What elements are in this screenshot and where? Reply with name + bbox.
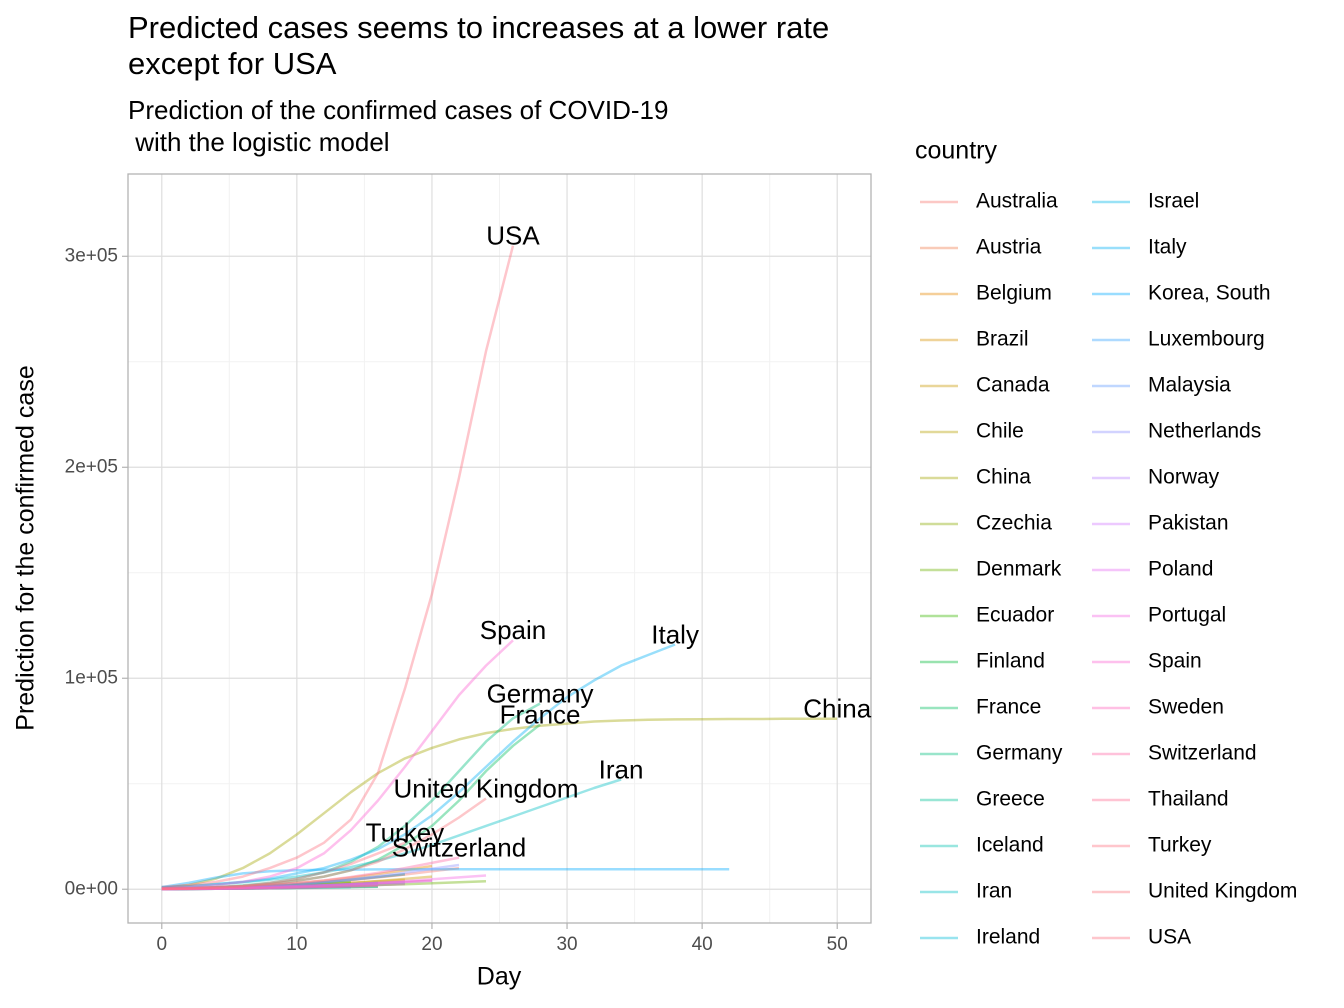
legend-label: Turkey	[1148, 834, 1212, 857]
series-line	[161, 878, 405, 891]
legend-label: Pakistan	[1148, 512, 1229, 535]
legend-label: Finland	[976, 650, 1045, 673]
series-line	[161, 717, 838, 890]
legend-label: China	[976, 466, 1031, 489]
x-tick-label: 30	[556, 934, 577, 955]
legend-label: Belgium	[976, 282, 1052, 305]
series-line	[161, 778, 622, 889]
legend-label: Portugal	[1148, 604, 1226, 627]
legend-label: Canada	[976, 374, 1050, 397]
series-line	[161, 643, 676, 889]
legend-label: Luxembourg	[1148, 328, 1265, 351]
subtitle: Prediction of the confirmed cases of COV…	[128, 95, 669, 157]
legend-label: Israel	[1148, 190, 1199, 213]
series-line	[161, 873, 406, 891]
y-tick-label: 1e+05	[65, 667, 118, 688]
legend-label: Thailand	[1148, 788, 1229, 811]
line-label: France	[500, 700, 581, 730]
x-axis-title: Day	[477, 963, 522, 991]
legend-label: Norway	[1148, 466, 1220, 489]
series-line	[161, 880, 351, 891]
legend-label: Iceland	[976, 834, 1044, 857]
legend-label: Poland	[1148, 558, 1213, 581]
series-line	[161, 856, 460, 890]
legend-label: Brazil	[976, 328, 1029, 351]
series-line	[161, 885, 378, 891]
legend-label: Netherlands	[1148, 420, 1261, 443]
line-label: Italy	[651, 619, 699, 649]
series-line	[161, 864, 433, 891]
series-line	[161, 885, 351, 891]
series-line	[161, 882, 405, 891]
legend-label: Ecuador	[976, 604, 1054, 627]
series-line	[161, 884, 378, 891]
series-line	[161, 879, 433, 891]
y-axis-title: Prediction for the confirmed case	[12, 365, 40, 730]
x-tick-label: 0	[156, 934, 167, 955]
legend-label: Chile	[976, 420, 1024, 443]
x-tick-label: 20	[421, 934, 442, 955]
line-label: Spain	[480, 615, 547, 645]
series-line	[161, 882, 378, 891]
legend-label: Greece	[976, 788, 1045, 811]
legend-label: France	[976, 696, 1041, 719]
legend-title: country	[915, 137, 997, 165]
series-line	[161, 875, 433, 891]
series-line	[161, 879, 433, 891]
legend-label: Germany	[976, 742, 1063, 765]
line-label: Turkey	[366, 818, 445, 848]
series-line	[161, 723, 541, 890]
line-label: United Kingdom	[393, 773, 578, 803]
series-line	[161, 245, 515, 889]
series-line	[161, 867, 730, 889]
series-line	[161, 879, 487, 891]
legend-label: Czechia	[976, 512, 1052, 535]
legend-label: USA	[1148, 926, 1191, 949]
series-line	[161, 872, 406, 891]
series-line	[161, 639, 514, 890]
y-tick-label: 3e+05	[65, 245, 118, 266]
series-line	[161, 881, 378, 891]
series-line	[161, 866, 460, 891]
series-line	[161, 882, 405, 891]
legend-label: Australia	[976, 190, 1058, 213]
legend-label: Austria	[976, 236, 1042, 259]
legend-label: Switzerland	[1148, 742, 1257, 765]
legend-label: Ireland	[976, 926, 1040, 949]
series-line	[161, 841, 406, 891]
legend-label: Malaysia	[1148, 374, 1231, 397]
y-tick-label: 2e+05	[65, 456, 118, 477]
legend-label: Italy	[1148, 236, 1187, 259]
x-tick-label: 50	[827, 934, 848, 955]
series-line	[161, 702, 541, 890]
line-label: Switzerland	[392, 832, 526, 862]
series-line	[161, 863, 460, 891]
legend-label: Denmark	[976, 558, 1062, 581]
series-line	[161, 797, 487, 890]
x-tick-label: 40	[692, 934, 713, 955]
title: Predicted cases seems to increases at a …	[128, 10, 830, 81]
series-line	[161, 883, 378, 891]
series-line	[161, 874, 487, 891]
x-tick-label: 10	[286, 934, 307, 955]
y-tick-label: 0e+00	[65, 878, 118, 899]
series-line	[161, 880, 405, 891]
legend-label: Spain	[1148, 650, 1202, 673]
legend-label: United Kingdom	[1148, 880, 1297, 903]
line-label: Germany	[487, 678, 594, 708]
line-label: Iran	[599, 754, 644, 784]
plot-border	[127, 173, 872, 924]
series-line	[161, 885, 378, 891]
legend-label: Sweden	[1148, 696, 1224, 719]
series-line	[161, 881, 378, 891]
line-label: China	[803, 694, 871, 724]
legend-label: Korea, South	[1148, 282, 1271, 305]
line-label: USA	[486, 221, 540, 251]
legend-label: Iran	[976, 880, 1012, 903]
